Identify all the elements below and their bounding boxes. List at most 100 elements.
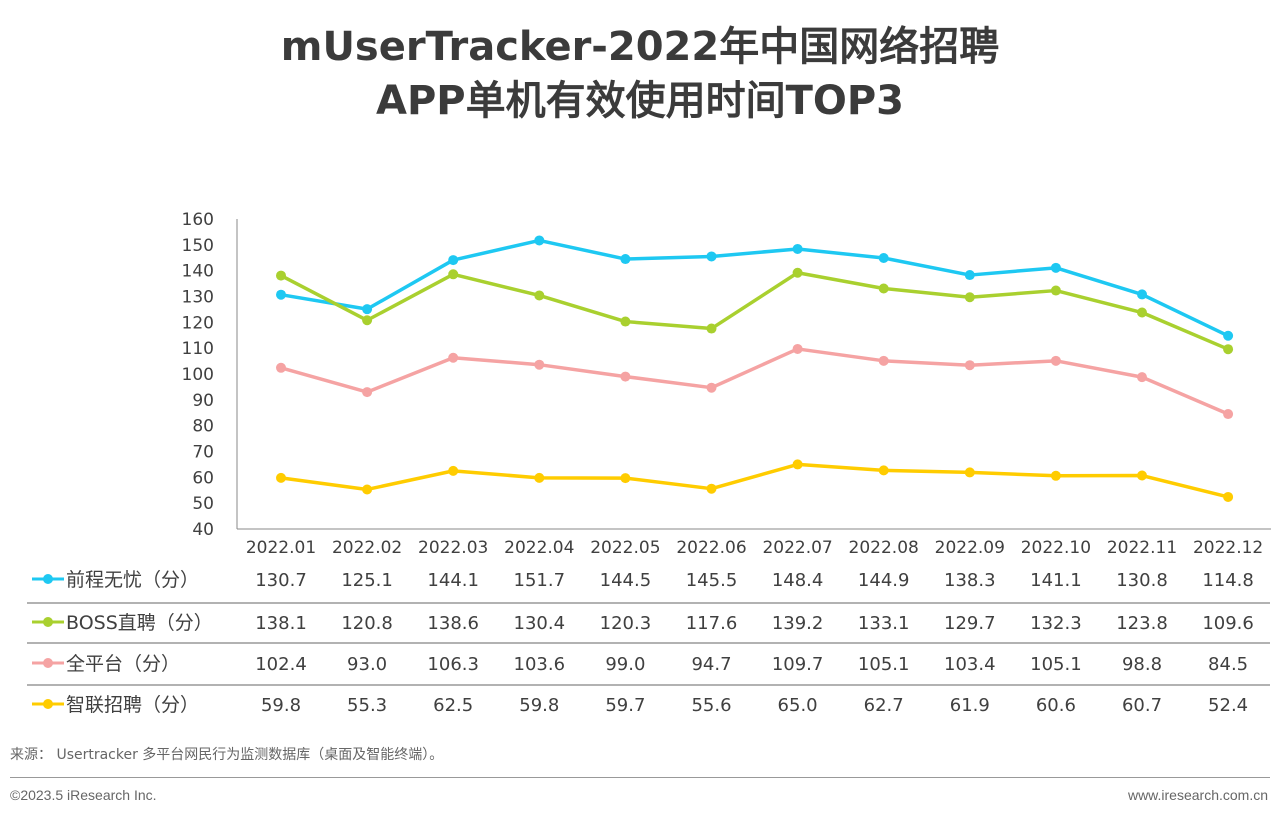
table-cell: 109.6	[1202, 613, 1254, 634]
table-cell: 94.7	[691, 654, 731, 675]
table-cell: 62.5	[433, 695, 473, 716]
y-tick-label: 150	[182, 236, 214, 256]
table-cell: 61.9	[950, 695, 990, 716]
y-tick-label: 120	[182, 313, 214, 333]
data-point	[1137, 307, 1147, 318]
title-line-2: APP单机有效使用时间TOP3	[375, 78, 905, 124]
data-point	[276, 362, 286, 373]
data-point	[1050, 262, 1061, 273]
data-point	[362, 304, 373, 315]
series-line	[280, 462, 1229, 499]
x-tick-label: 2022.06	[676, 538, 746, 558]
chart-title: mUserTracker-2022年中国网络招聘 APP单机有效使用时间TOP3	[0, 20, 1280, 128]
x-tick-label: 2022.01	[246, 538, 316, 558]
table-cell: 93.0	[347, 654, 387, 675]
data-point	[878, 355, 889, 366]
table-cell: 60.6	[1036, 695, 1076, 716]
x-tick-label: 2022.08	[849, 538, 919, 558]
data-point	[534, 472, 545, 483]
table-cell: 59.7	[605, 695, 645, 716]
data-point	[620, 316, 631, 327]
table-cell: 138.6	[427, 613, 479, 634]
table-cell: 130.8	[1116, 570, 1168, 591]
y-tick-label: 60	[192, 468, 214, 488]
data-point	[1050, 470, 1061, 481]
table-cell: 144.9	[858, 570, 910, 591]
table-cell: 144.5	[600, 570, 652, 591]
legend-label: 前程无忧（分）	[66, 569, 199, 591]
data-point	[534, 359, 545, 370]
data-point	[792, 243, 803, 254]
legend-marker	[43, 574, 53, 584]
table-cell: 99.0	[605, 654, 645, 675]
data-point	[706, 483, 717, 494]
data-point	[1223, 344, 1234, 355]
data-point	[878, 253, 889, 264]
table-cell: 138.1	[255, 613, 307, 634]
data-point	[964, 360, 975, 371]
data-point	[534, 290, 545, 301]
footer-divider	[10, 777, 1270, 778]
data-point	[448, 269, 459, 280]
data-point	[1050, 285, 1061, 296]
data-point	[448, 352, 459, 363]
data-point	[534, 235, 545, 246]
data-point	[620, 254, 631, 265]
table-cell: 117.6	[686, 613, 738, 634]
table-cell: 130.4	[514, 613, 566, 634]
data-point	[1223, 409, 1234, 420]
legend-label: 智联招聘（分）	[66, 694, 199, 716]
data-point	[276, 472, 286, 483]
y-tick-label: 70	[192, 443, 214, 463]
y-tick-label: 160	[182, 210, 214, 230]
y-tick-label: 100	[182, 365, 214, 385]
table-cell: 138.3	[944, 570, 996, 591]
data-point	[792, 267, 803, 278]
table-cell: 141.1	[1030, 570, 1082, 591]
table-cell: 65.0	[778, 695, 818, 716]
data-point	[964, 270, 975, 281]
data-point	[448, 255, 459, 266]
table-cell: 148.4	[772, 570, 824, 591]
data-point	[964, 292, 975, 303]
website-link[interactable]: www.iresearch.com.cn	[1127, 787, 1268, 803]
data-point	[620, 473, 631, 484]
x-tick-label: 2022.03	[418, 538, 488, 558]
x-tick-label: 2022.02	[332, 538, 402, 558]
data-point	[448, 465, 459, 476]
x-tick-label: 2022.07	[762, 538, 832, 558]
table-cell: 103.4	[944, 654, 996, 675]
table-cell: 125.1	[341, 570, 393, 591]
table-cell: 103.6	[514, 654, 566, 675]
table-cell: 106.3	[427, 654, 479, 675]
table-cell: 105.1	[858, 654, 910, 675]
y-tick-label: 50	[192, 494, 214, 514]
table-cell: 102.4	[255, 654, 307, 675]
table-cell: 145.5	[686, 570, 738, 591]
table-cell: 59.8	[519, 695, 559, 716]
y-tick-label: 110	[182, 339, 214, 359]
table-cell: 114.8	[1202, 570, 1254, 591]
x-tick-label: 2022.11	[1107, 538, 1177, 558]
legend-label: BOSS直聘（分）	[66, 612, 213, 634]
data-point	[1137, 372, 1147, 383]
x-tick-label: 2022.10	[1021, 538, 1091, 558]
x-tick-label: 2022.05	[590, 538, 660, 558]
data-point	[1050, 355, 1061, 366]
table-cell: 139.2	[772, 613, 824, 634]
table-cell: 84.5	[1208, 654, 1248, 675]
table-cell: 109.7	[772, 654, 824, 675]
data-point	[706, 251, 717, 262]
table-cell: 123.8	[1116, 613, 1168, 634]
line-chart: 40 50 60 70 80 90 100 110 120 130 140 150 160 2022.01…	[27, 210, 1271, 716]
data-point	[878, 465, 889, 476]
table-cell: 59.8	[261, 695, 301, 716]
y-tick-label: 130	[182, 288, 214, 308]
legend-marker	[43, 658, 53, 668]
x-tick-label: 2022.12	[1193, 538, 1263, 558]
data-point	[276, 270, 286, 281]
table-cell: 144.1	[427, 570, 479, 591]
data-point	[706, 382, 717, 393]
series-line	[280, 270, 1229, 351]
table-cell: 98.8	[1122, 654, 1162, 675]
